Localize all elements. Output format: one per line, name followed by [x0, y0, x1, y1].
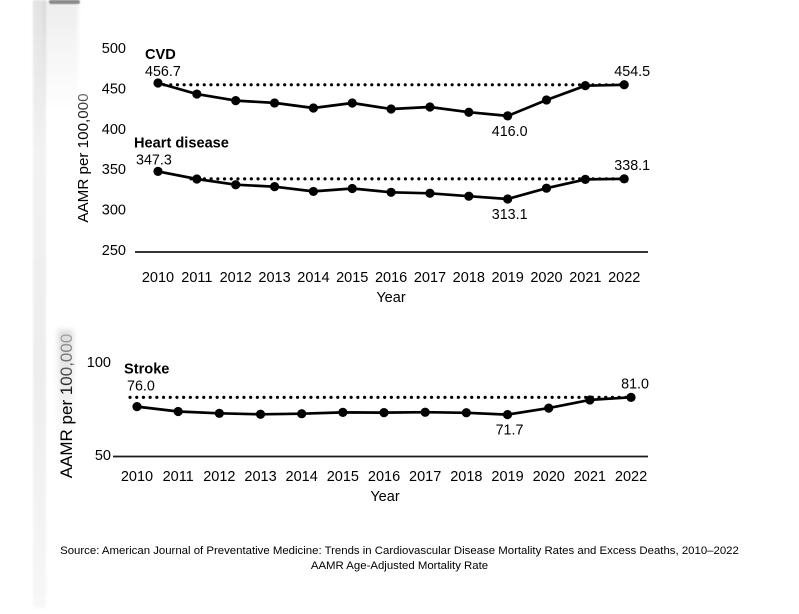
heart-disease-marker-2013	[269, 182, 280, 192]
heart-disease-marker-2018	[464, 191, 474, 201]
x-tick-label-2020: 2020	[530, 270, 562, 286]
y-tick-label-100: 100	[87, 355, 111, 371]
heart-disease-marker-2015	[347, 183, 357, 194]
cvd-marker-2022	[619, 80, 629, 90]
heart-disease-marker-2016	[386, 187, 396, 197]
y-tick-label-500: 500	[102, 41, 126, 57]
heart-disease-start-value: 347.3	[136, 152, 172, 168]
cvd-marker-2013	[269, 98, 280, 108]
stroke-marker-2013	[255, 409, 266, 419]
x-tick-label-2022: 2022	[608, 270, 640, 286]
heart-disease-end-value: 338.1	[614, 158, 650, 174]
x-tick-label-2018: 2018	[453, 270, 485, 286]
top-panel	[135, 78, 648, 253]
heart-disease-min-value: 313.1	[492, 207, 528, 223]
x-tick-label-2016: 2016	[375, 270, 407, 286]
x-tick-label-2013: 2013	[258, 270, 290, 286]
heart-disease-marker-2014	[308, 186, 318, 197]
x-tick-label-2017: 2017	[409, 469, 441, 485]
x-tick-label-2015: 2015	[327, 469, 359, 485]
mortality-trends-chart: 500 450 400 350 300 250 2010 2011 2012 2013 2014 20…	[57, 41, 650, 505]
heart-disease-marker-2010	[153, 166, 163, 176]
y-tick-label-50: 50	[95, 448, 111, 464]
y-tick-label-250: 250	[102, 243, 126, 259]
cvd-marker-2010	[153, 78, 163, 88]
x-tick-label-2020: 2020	[533, 469, 565, 485]
x-tick-label-2018: 2018	[450, 469, 482, 485]
heart-disease-marker-2021	[580, 174, 590, 184]
x-tick-label-2011: 2011	[163, 469, 194, 485]
stroke-marker-2014	[297, 409, 307, 419]
x-tick-label-2014: 2014	[297, 270, 329, 286]
heart-disease-marker-2017	[425, 188, 435, 198]
x-tick-label-2021: 2021	[574, 469, 606, 485]
stroke-marker-2011	[173, 406, 183, 417]
y-tick-label-400: 400	[102, 122, 126, 138]
x-tick-label-2010: 2010	[121, 469, 153, 485]
heart-disease-marker-2011	[192, 174, 202, 184]
cvd-start-value: 456.7	[145, 64, 181, 80]
y-axis-title: AAMR per 100,000	[75, 93, 92, 222]
stroke-marker-2021	[585, 395, 595, 405]
cvd-min-value: 416.0	[492, 124, 528, 140]
x-axis-title: Year	[376, 290, 405, 306]
x-tick-label-2010: 2010	[142, 270, 174, 286]
x-tick-label-2019: 2019	[492, 270, 524, 286]
abbreviation-line: AAMR Age-Adjusted Mortality Rate	[310, 559, 489, 572]
cvd-marker-2017	[425, 102, 435, 112]
cvd-marker-2014	[308, 103, 318, 113]
x-tick-label-2017: 2017	[414, 270, 446, 286]
cvd-end-value: 454.5	[614, 64, 650, 80]
cvd-marker-2011	[192, 89, 202, 99]
bottom-panel	[113, 392, 648, 458]
cvd-marker-2015	[347, 98, 357, 108]
stroke-series-title: Stroke	[124, 361, 169, 377]
x-tick-label-2012: 2012	[203, 469, 235, 485]
cvd-marker-2018	[464, 107, 474, 117]
figure-footer: Source: American Journal of Preventative…	[0, 544, 799, 573]
y-tick-label-450: 450	[102, 81, 126, 97]
heart-disease-marker-2012	[231, 180, 241, 190]
heart-disease-marker-2019	[503, 194, 513, 204]
x-tick-label-2022: 2022	[615, 469, 647, 485]
heart-disease-marker-2020	[541, 183, 552, 193]
stroke-marker-2022	[626, 392, 636, 402]
stroke-marker-2015	[338, 407, 348, 418]
stroke-marker-2020	[544, 403, 554, 413]
x-tick-label-2013: 2013	[244, 469, 276, 485]
cvd-marker-2020	[541, 95, 552, 105]
stroke-end-value: 81.0	[621, 376, 649, 392]
stroke-marker-2016	[379, 407, 389, 418]
stroke-marker-2012	[214, 408, 224, 418]
heart-disease-marker-2022	[619, 174, 629, 184]
source-line: Source: American Journal of Preventative…	[60, 545, 739, 557]
cvd-marker-2019	[503, 111, 513, 121]
y-tick-label-350: 350	[102, 162, 126, 178]
cvd-marker-2021	[580, 81, 590, 91]
x-tick-label-2014: 2014	[286, 469, 318, 485]
stroke-start-value: 76.0	[127, 378, 155, 394]
x-tick-label-2019: 2019	[491, 469, 523, 485]
x-tick-label-2021: 2021	[569, 270, 601, 286]
x-tick-label-2011: 2011	[181, 270, 212, 286]
x-axis-title: Year	[370, 489, 399, 505]
stroke-marker-2017	[420, 407, 430, 417]
stroke-min-value: 71.7	[496, 423, 524, 439]
cvd-marker-2016	[386, 104, 396, 114]
stroke-marker-2018	[461, 408, 471, 418]
cvd-marker-2012	[231, 96, 241, 106]
heart-disease-series-title: Heart disease	[134, 135, 229, 151]
stroke-marker-2019	[502, 410, 513, 420]
y-axis-title: AAMR per 100,000	[57, 334, 76, 479]
x-tick-label-2012: 2012	[220, 270, 252, 286]
x-tick-label-2015: 2015	[336, 270, 368, 286]
x-tick-label-2016: 2016	[368, 469, 400, 485]
stroke-marker-2010	[132, 402, 142, 412]
y-tick-label-300: 300	[102, 203, 126, 219]
cvd-series-title: CVD	[145, 47, 176, 63]
